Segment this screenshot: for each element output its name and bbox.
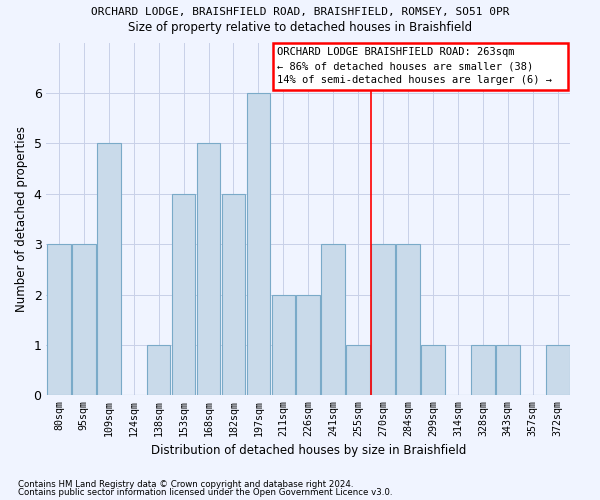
Y-axis label: Number of detached properties: Number of detached properties [15,126,28,312]
Bar [172,194,196,396]
Bar [421,345,445,396]
Text: Size of property relative to detached houses in Braishfield: Size of property relative to detached ho… [128,21,472,34]
Text: Contains HM Land Registry data © Crown copyright and database right 2024.: Contains HM Land Registry data © Crown c… [18,480,353,489]
X-axis label: Distribution of detached houses by size in Braishfield: Distribution of detached houses by size … [151,444,466,458]
Text: ORCHARD LODGE BRAISHFIELD ROAD: 263sqm: ORCHARD LODGE BRAISHFIELD ROAD: 263sqm [277,46,515,56]
Bar [371,244,395,396]
Bar [247,93,270,396]
FancyBboxPatch shape [274,42,568,90]
Text: ← 86% of detached houses are smaller (38): ← 86% of detached houses are smaller (38… [277,62,533,72]
Bar [272,294,295,396]
Text: 14% of semi-detached houses are larger (6) →: 14% of semi-detached houses are larger (… [277,76,552,86]
Bar [147,345,170,396]
Bar [322,244,345,396]
Text: ORCHARD LODGE, BRAISHFIELD ROAD, BRAISHFIELD, ROMSEY, SO51 0PR: ORCHARD LODGE, BRAISHFIELD ROAD, BRAISHF… [91,8,509,18]
Bar [296,294,320,396]
Bar [197,144,220,396]
Text: Contains public sector information licensed under the Open Government Licence v3: Contains public sector information licen… [18,488,392,497]
Bar [496,345,520,396]
Bar [346,345,370,396]
Bar [546,345,569,396]
Bar [221,194,245,396]
Bar [72,244,95,396]
Bar [97,144,121,396]
Bar [47,244,71,396]
Bar [471,345,495,396]
Bar [396,244,420,396]
